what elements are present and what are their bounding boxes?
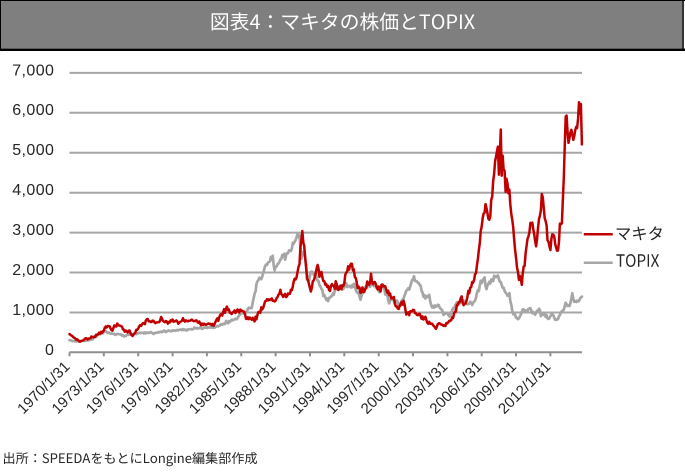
svg-text:3,000: 3,000 [12, 222, 54, 239]
svg-text:0: 0 [45, 342, 54, 359]
svg-text:7,000: 7,000 [12, 62, 54, 79]
svg-text:2,000: 2,000 [12, 262, 54, 279]
svg-text:5,000: 5,000 [12, 142, 54, 159]
svg-text:6,000: 6,000 [12, 102, 54, 119]
svg-text:1,000: 1,000 [12, 302, 54, 319]
svg-text:4,000: 4,000 [12, 182, 54, 199]
